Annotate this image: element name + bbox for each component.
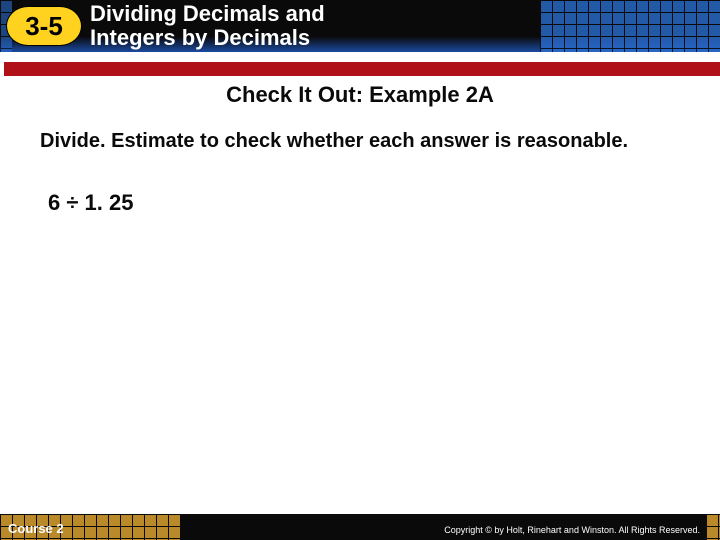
- lesson-title-line1: Dividing Decimals and: [90, 2, 530, 26]
- copyright-text: Copyright © by Holt, Rinehart and Winsto…: [444, 525, 700, 535]
- footer-bar: Course 2 Copyright © by Holt, Rinehart a…: [0, 514, 720, 540]
- instruction-text: Divide. Estimate to check whether each a…: [40, 128, 680, 154]
- lesson-title-line2: Integers by Decimals: [90, 26, 530, 50]
- problem-expression: 6 ÷ 1. 25: [48, 190, 133, 216]
- footer-grid-right: [706, 514, 720, 540]
- slide: 3-5 Dividing Decimals and Integers by De…: [0, 0, 720, 540]
- lesson-title: Dividing Decimals and Integers by Decima…: [90, 2, 530, 50]
- header-bar: 3-5 Dividing Decimals and Integers by De…: [0, 0, 720, 52]
- example-subtitle: Check It Out: Example 2A: [0, 82, 720, 108]
- header-grid-right: [540, 0, 720, 52]
- red-accent-stripe: [4, 62, 720, 76]
- course-label: Course 2: [8, 521, 64, 536]
- lesson-number: 3-5: [25, 11, 63, 42]
- lesson-number-badge: 3-5: [6, 6, 82, 46]
